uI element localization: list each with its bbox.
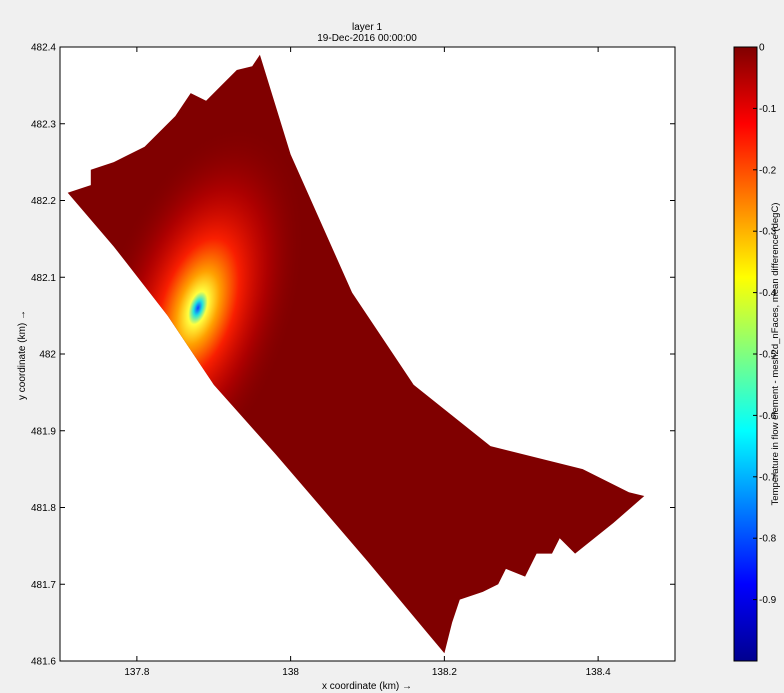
x-axis: 137.8 138 138.2 138.4: [124, 47, 611, 678]
x-axis-label: x coordinate (km) →: [322, 681, 412, 692]
colorbar-label: Temperature in flow element - mesh2d_nFa…: [770, 203, 781, 506]
chart-title-line2: 19-Dec-2016 00:00:00: [317, 33, 417, 44]
colorbar-tick-label: -0.5: [759, 350, 777, 361]
y-tick-label: 482.2: [31, 196, 56, 207]
colorbar-tick-label: -0.9: [759, 595, 777, 606]
y-tick-label: 482.1: [31, 273, 56, 284]
colorbar-ticks: 0 -0.1 -0.2 -0.3 -0.4 -0.5 -0.6 -0.7 -0.8 -0.9: [753, 43, 777, 606]
colorbar-tick-label: -0.4: [759, 288, 777, 299]
colorbar-tick-label: -0.7: [759, 472, 777, 483]
x-tick-label: 138: [282, 667, 299, 678]
y-axis: 481.6 481.7 481.8 481.9 482 482.1 482.2 482.3 48…: [31, 43, 675, 668]
x-tick-label: 137.8: [124, 667, 149, 678]
colorbar-tick-label: -0.2: [759, 165, 777, 176]
colorbar-tick-label: -0.1: [759, 104, 777, 115]
y-tick-label: 481.6: [31, 657, 56, 668]
chart-title-line1: layer 1: [352, 22, 382, 33]
x-tick-label: 138.4: [586, 667, 611, 678]
y-axis-label: y coordinate (km) →: [17, 310, 28, 400]
y-tick-label: 482.3: [31, 119, 56, 130]
colorbar-tick-label: -0.8: [759, 534, 777, 545]
y-tick-label: 482: [39, 350, 56, 361]
y-tick-label: 481.8: [31, 503, 56, 514]
colorbar-tick-label: -0.6: [759, 411, 777, 422]
y-tick-label: 481.7: [31, 580, 56, 591]
colorbar-tick-label: 0: [759, 43, 765, 54]
y-tick-label: 481.9: [31, 426, 56, 437]
y-tick-label: 482.4: [31, 43, 56, 54]
colorbar-tick-label: -0.3: [759, 227, 777, 238]
x-tick-label: 138.2: [432, 667, 457, 678]
